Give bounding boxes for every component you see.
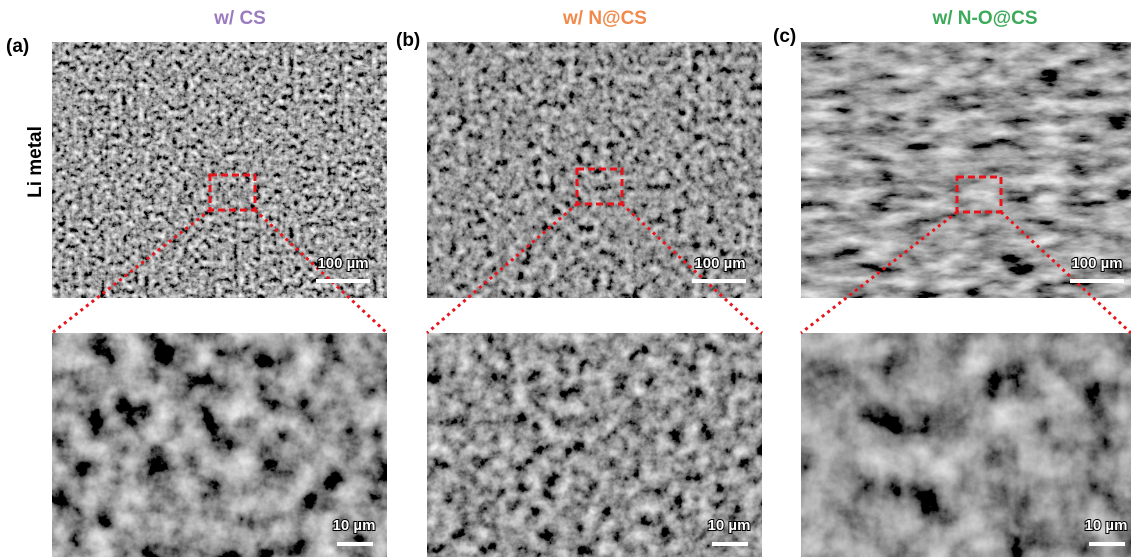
scale-bar bbox=[692, 279, 746, 283]
scale-bar bbox=[337, 542, 373, 546]
scale-label: 100 µm bbox=[694, 255, 745, 272]
scale-label: 10 µm bbox=[1085, 517, 1128, 534]
panel-label: (c) bbox=[773, 26, 796, 47]
panel-label: (a) bbox=[6, 36, 29, 57]
scale-label: 100 µm bbox=[1071, 255, 1122, 272]
scale-bar bbox=[316, 279, 370, 283]
column-title: w/ CS bbox=[213, 8, 266, 29]
scale-label: 10 µm bbox=[708, 517, 751, 534]
scale-label: 100 µm bbox=[317, 255, 368, 272]
scale-bar bbox=[1089, 542, 1125, 546]
sem-image bbox=[801, 333, 1131, 557]
scale-bar bbox=[1070, 279, 1124, 283]
column-title: w/ N-O@CS bbox=[931, 8, 1037, 29]
column-title: w/ N@CS bbox=[562, 8, 647, 29]
row-label: Li metal bbox=[25, 126, 46, 198]
figure: w/ CS w/ N@CS w/ N-O@CS (a) (b) (c) Li m… bbox=[0, 0, 1131, 557]
scale-bar bbox=[712, 542, 748, 546]
scale-label: 10 µm bbox=[333, 517, 376, 534]
panel-label: (b) bbox=[396, 30, 420, 51]
